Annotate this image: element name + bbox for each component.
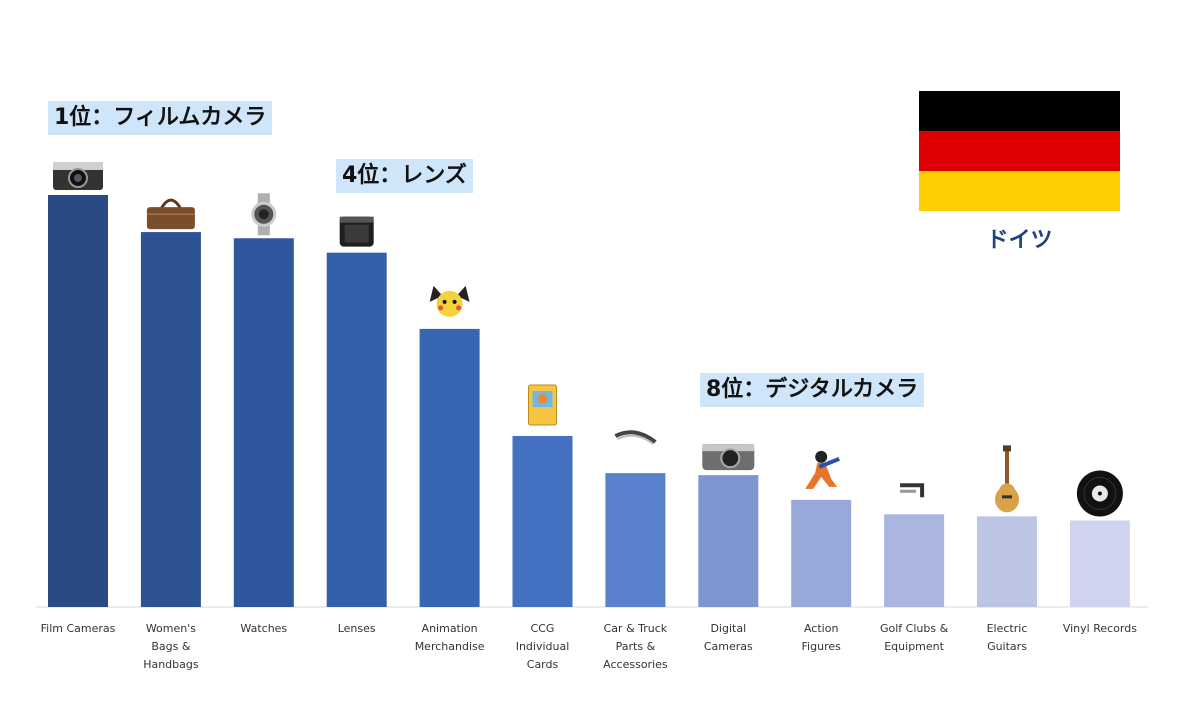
pichu-figure-icon	[429, 285, 470, 317]
x-tick-label: Lenses	[338, 622, 376, 635]
action-figure-icon	[805, 450, 840, 489]
vinyl-record-icon	[1076, 470, 1123, 517]
x-tick-label: Electric Guitars	[987, 622, 1028, 653]
x-tick-label: Golf Clubs & Equipment	[880, 622, 949, 653]
country-label: ドイツ	[986, 228, 1053, 253]
lens-icon	[339, 216, 374, 247]
bar-4	[326, 252, 387, 607]
bar-2	[140, 232, 201, 607]
golf-club-icon	[900, 483, 925, 498]
handbag-icon	[146, 198, 195, 230]
x-tick-label: Watches	[240, 622, 287, 635]
watch-icon	[251, 193, 277, 236]
bar-1	[48, 195, 108, 607]
x-tick-label: Animation Merchandise	[415, 622, 485, 653]
bar-12	[1069, 520, 1130, 607]
bar-3	[233, 238, 294, 607]
x-tick-label: Women's Bags & Handbags	[143, 622, 199, 671]
film-camera-icon	[53, 162, 103, 190]
annotation-rank-4: 4位：レンズ	[336, 159, 473, 193]
flag-stripe-gold	[919, 171, 1120, 211]
electric-guitar-icon	[995, 445, 1019, 513]
annotation-rank-1: 1位：フィルムカメラ	[48, 101, 273, 135]
flag-stripe-red	[919, 131, 1120, 171]
annotation-rank-8: 8位：デジタルカメラ	[700, 373, 925, 407]
bar-10	[884, 514, 945, 607]
bar-9	[791, 499, 852, 607]
digital-camera-icon	[702, 444, 755, 471]
germany-flag-icon	[919, 91, 1120, 211]
x-tick-label: Digital Cameras	[704, 622, 753, 653]
car-part-icon	[614, 430, 657, 445]
bar-7	[605, 473, 666, 607]
x-tick-label: Action Figures	[802, 622, 842, 653]
bar-8	[698, 475, 759, 607]
x-tick-label: Film Cameras	[41, 622, 116, 635]
x-tick-label: Car & Truck Parts & Accessories	[603, 622, 668, 671]
bar-6	[512, 436, 573, 607]
x-tick-label: Vinyl Records	[1063, 622, 1137, 635]
x-tick-label: CCG Individual Cards	[516, 622, 570, 671]
bar-5	[419, 328, 480, 607]
bar-11	[977, 516, 1037, 607]
trading-card-icon	[528, 384, 557, 426]
flag-stripe-black	[919, 91, 1120, 131]
